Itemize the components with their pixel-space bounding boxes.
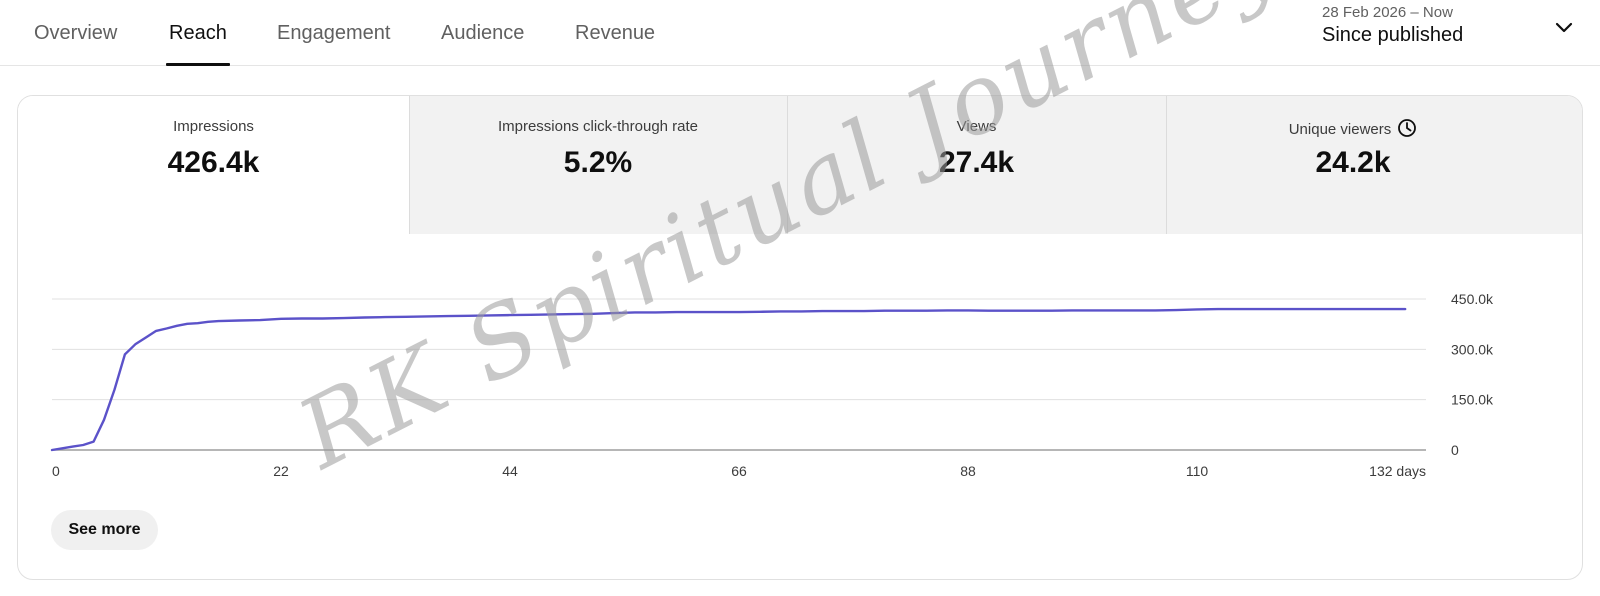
x-tick-label: 44 xyxy=(502,463,518,479)
metric-impressions-value: 426.4k xyxy=(167,146,260,179)
tab-engagement[interactable]: Engagement xyxy=(277,0,390,66)
x-tick-label: 110 xyxy=(1186,463,1209,479)
date-range-label: Since published xyxy=(1322,24,1464,46)
clock-icon[interactable] xyxy=(1397,118,1417,138)
metric-unique-viewers-label: Unique viewers xyxy=(1288,121,1392,138)
tab-revenue[interactable]: Revenue xyxy=(575,0,655,66)
reach-card: Impressions 426.4k Impressions click-thr… xyxy=(17,95,1583,580)
tab-overview[interactable]: Overview xyxy=(34,0,117,66)
x-tick-label: 132 days xyxy=(1369,463,1426,479)
metric-unique-viewers-header: Unique viewers xyxy=(1122,118,1582,138)
metric-views-label: Views xyxy=(956,118,997,135)
analytics-tab-bar: Overview Reach Engagement Audience Reven… xyxy=(0,0,1600,66)
y-tick-label: 150.0k xyxy=(1451,392,1494,408)
x-tick-label: 0 xyxy=(52,463,60,479)
tab-revenue-label: Revenue xyxy=(575,21,656,44)
tab-audience-label: Audience xyxy=(441,21,525,44)
y-tick-label: 300.0k xyxy=(1451,341,1494,357)
x-tick-label: 66 xyxy=(731,463,747,479)
metric-views-value: 27.4k xyxy=(938,146,1015,179)
metric-impressions[interactable]: Impressions 426.4k xyxy=(18,96,409,234)
y-tick-label: 450.0k xyxy=(1451,291,1494,307)
tab-overview-label: Overview xyxy=(34,21,118,44)
tab-reach-label: Reach xyxy=(169,21,227,44)
tab-engagement-label: Engagement xyxy=(277,21,391,44)
impressions-line-chart: 450.0k 300.0k 150.0k 0 0 22 44 66 88 110 132 days xyxy=(50,291,1494,479)
x-tick-label: 22 xyxy=(273,463,289,479)
date-range-selector[interactable]: 28 Feb 2026 – Now Since published xyxy=(1322,4,1592,54)
see-more-button[interactable]: See more xyxy=(51,510,158,550)
metric-divider xyxy=(1166,96,1167,234)
metric-impressions-label: Impressions xyxy=(173,118,254,135)
metric-ctr-value: 5.2% xyxy=(563,146,633,179)
date-range-period: 28 Feb 2026 – Now xyxy=(1322,4,1453,21)
metric-unique-viewers[interactable]: Unique viewers 24.2k xyxy=(1166,96,1582,234)
metric-divider xyxy=(787,96,788,234)
tab-reach[interactable]: Reach xyxy=(166,0,230,66)
y-tick-label: 0 xyxy=(1451,442,1459,458)
chevron-down-icon[interactable] xyxy=(1552,16,1576,40)
x-tick-label: 88 xyxy=(960,463,976,479)
metric-divider xyxy=(409,96,410,234)
metric-views[interactable]: Views 27.4k xyxy=(787,96,1166,234)
metric-ctr-label: Impressions click-through rate xyxy=(497,118,699,135)
metric-ctr[interactable]: Impressions click-through rate 5.2% xyxy=(409,96,787,234)
metric-unique-viewers-value: 24.2k xyxy=(1315,146,1391,179)
active-tab-indicator xyxy=(166,63,230,66)
impressions-series-line xyxy=(50,307,1407,452)
tab-audience[interactable]: Audience xyxy=(441,0,524,66)
